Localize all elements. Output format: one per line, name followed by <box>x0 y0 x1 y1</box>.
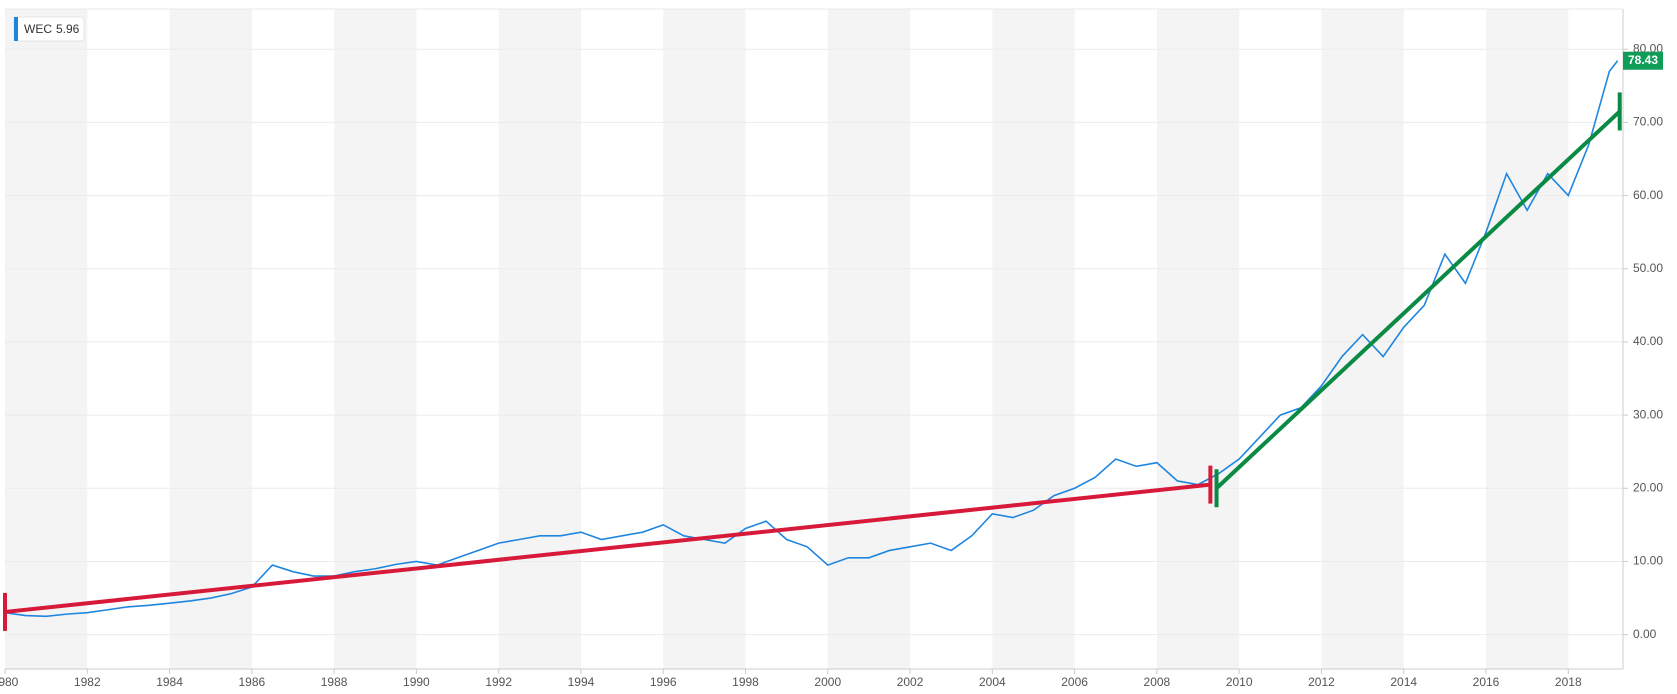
y-tick-label: 50.00 <box>1633 261 1663 275</box>
band <box>334 9 417 669</box>
band <box>663 9 746 669</box>
band <box>1486 9 1569 669</box>
band <box>169 9 252 669</box>
current-value-tag <box>1623 51 1663 70</box>
x-tick-label: 1984 <box>156 675 183 689</box>
x-tick-label: 2010 <box>1226 675 1253 689</box>
legend: WEC 5.96 <box>13 16 85 42</box>
x-tick-label: 1982 <box>74 675 101 689</box>
legend-value: 5.96 <box>56 22 80 36</box>
x-tick-label: 2000 <box>814 675 841 689</box>
x-tick-label: 2018 <box>1555 675 1582 689</box>
x-tick-label: 1994 <box>568 675 595 689</box>
y-tick-label: 30.00 <box>1633 407 1663 421</box>
band <box>1156 9 1240 669</box>
x-tick-label: 1990 <box>403 675 430 689</box>
y-tick-label: 0.00 <box>1633 627 1657 641</box>
x-tick-label: 2004 <box>979 675 1006 689</box>
x-tick-label: 2014 <box>1390 675 1417 689</box>
band <box>827 9 911 669</box>
x-tick-label: 1998 <box>732 675 759 689</box>
y-tick-label: 70.00 <box>1633 115 1663 129</box>
x-tick-label: 1996 <box>650 675 677 689</box>
band <box>5 9 88 669</box>
x-tick-label: 2012 <box>1308 675 1335 689</box>
band <box>498 9 581 669</box>
current-value-label: 78.43 <box>1628 53 1658 67</box>
legend-swatch <box>14 17 18 41</box>
y-tick-label: 60.00 <box>1633 188 1663 202</box>
x-tick-label: 2002 <box>897 675 924 689</box>
x-tick-label: 1988 <box>321 675 348 689</box>
x-tick-label: 2006 <box>1061 675 1088 689</box>
band <box>992 9 1075 669</box>
x-tick-label: 2016 <box>1473 675 1500 689</box>
x-tick-label: 1986 <box>238 675 265 689</box>
trend-line <box>1215 109 1622 490</box>
trend-line <box>4 482 1211 614</box>
legend-name: WEC <box>24 22 52 36</box>
x-tick-label: 1992 <box>485 675 512 689</box>
y-tick-label: 10.00 <box>1633 554 1663 568</box>
band <box>1321 9 1404 669</box>
y-tick-label: 40.00 <box>1633 334 1663 348</box>
y-tick-label: 20.00 <box>1633 480 1663 494</box>
x-tick-label: 2008 <box>1144 675 1171 689</box>
x-tick-label: 1980 <box>0 675 19 689</box>
price-line <box>4 60 1619 618</box>
